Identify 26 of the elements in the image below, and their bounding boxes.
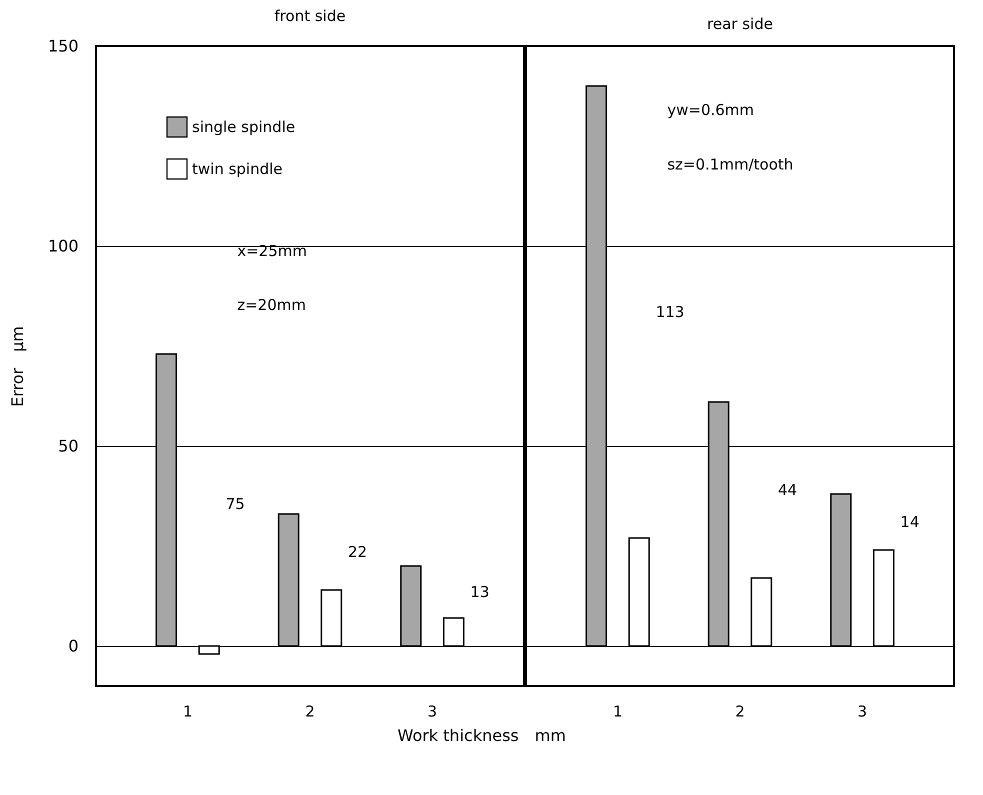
chart-title: front side xyxy=(274,7,346,25)
annotation: 13 xyxy=(470,583,490,601)
annotation: sz=0.1mm/tooth xyxy=(667,155,794,174)
annotation: yw=0.6mm xyxy=(667,101,754,119)
y-tick-label: 150 xyxy=(48,36,78,56)
x-tick-label: 2 xyxy=(735,702,745,720)
y-tick-label: 0 xyxy=(68,636,78,656)
x-tick-label: 1 xyxy=(182,702,192,720)
legend-label: twin spindle xyxy=(192,160,283,178)
annotation: 75 xyxy=(226,495,245,513)
x-tick-label: 2 xyxy=(305,702,315,720)
x-tick-label: 1 xyxy=(612,702,622,720)
y-tick-label: 100 xyxy=(48,236,78,256)
x-tick-label: 3 xyxy=(428,702,438,720)
annotation: x=25mm xyxy=(237,242,308,260)
annotation: z=20mm xyxy=(237,296,306,314)
y-tick-label: 50 xyxy=(58,436,78,456)
chart-title: rear side xyxy=(707,15,773,33)
annotation: 113 xyxy=(656,303,684,321)
legend-label: single spindle xyxy=(192,118,296,136)
annotation: 44 xyxy=(778,481,798,499)
annotation: 14 xyxy=(900,513,920,531)
x-tick-label: 3 xyxy=(858,702,868,720)
annotation: 22 xyxy=(348,543,368,561)
x-axis-title: Work thickness mm xyxy=(398,726,566,745)
y-axis-title: Error μm xyxy=(8,326,27,407)
